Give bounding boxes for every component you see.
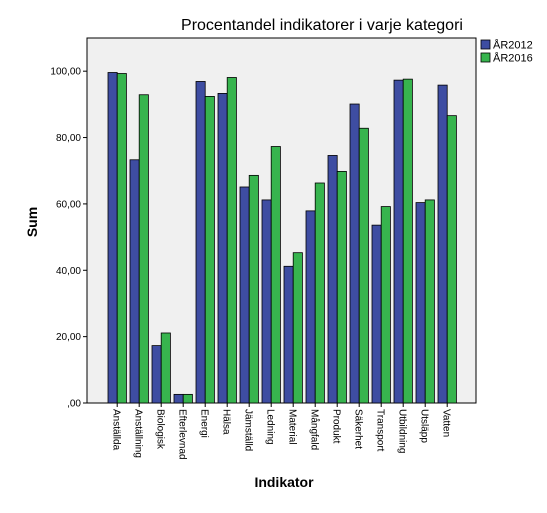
bar-ar2016	[270, 146, 281, 404]
bar-ar2016	[116, 73, 127, 404]
x-axis-title: Indikator	[254, 474, 314, 490]
y-tick-label: 40,00	[56, 266, 81, 277]
x-tick-label: Vatten	[441, 409, 452, 437]
bar-ar2012	[107, 72, 118, 404]
bar-ar2016	[314, 182, 325, 404]
bar-ar2012	[173, 393, 184, 404]
x-tick-label: Utbildning	[397, 409, 408, 453]
x-tick-label: Biologisk	[155, 409, 166, 450]
x-tick-label: Energi	[199, 409, 210, 438]
bar-ar2016	[204, 96, 215, 404]
bar-ar2012	[437, 84, 448, 404]
bar-ar2016	[182, 393, 193, 404]
y-axis: ,00 20,00 40,00 60,00 80,00 100,00	[50, 67, 87, 410]
x-tick-label: Material	[287, 409, 298, 445]
bar-ar2016	[336, 170, 347, 404]
y-tick-label: ,00	[67, 399, 81, 410]
x-tick-label: Anställda	[111, 409, 122, 451]
x-tick-label: Jämställd	[243, 409, 254, 451]
legend-swatch	[480, 39, 491, 50]
bar-ar2016	[424, 199, 435, 404]
bar-ar2016	[380, 206, 391, 404]
chart-title: Procentandel indikatorer i varje kategor…	[181, 17, 463, 34]
bar-ar2012	[151, 345, 162, 404]
bar-ar2016	[358, 127, 369, 404]
bar-ar2012	[349, 103, 360, 404]
x-tick-label: Mångfald	[309, 409, 321, 450]
x-tick-label: Hälsa	[221, 409, 232, 435]
bar-ar2016	[292, 252, 303, 404]
x-tick-label: Anställning	[133, 409, 144, 458]
y-tick-label: 80,00	[56, 133, 81, 144]
bar-ar2012	[371, 224, 382, 404]
legend-label: ÅR2012	[493, 39, 533, 52]
bar-ar2016	[138, 94, 149, 404]
x-tick-label: Ledning	[265, 409, 276, 445]
bar-ar2012	[261, 199, 272, 404]
bar-ar2012	[305, 210, 316, 404]
x-tick-label: Säkerhet	[353, 409, 364, 449]
bar-ar2012	[283, 265, 294, 404]
legend-swatch	[480, 52, 491, 63]
bar-ar2016	[226, 77, 237, 404]
bar-ar2016	[446, 115, 457, 404]
y-axis-title: Sum	[24, 207, 40, 237]
bar-ar2016	[160, 332, 171, 404]
y-tick-label: 20,00	[56, 332, 81, 343]
x-tick-label: Transport	[375, 409, 386, 452]
bar-ar2012	[195, 81, 206, 404]
bars	[107, 72, 457, 404]
bar-ar2012	[239, 186, 250, 404]
x-tick-label: Produkt	[331, 409, 342, 444]
y-tick-label: 100,00	[50, 67, 81, 78]
bar-ar2012	[129, 159, 140, 404]
bar-ar2016	[248, 174, 259, 404]
x-tick-label: Efterlevnad	[177, 409, 188, 460]
x-tick-label: Utsläpp	[419, 409, 430, 443]
bar-ar2012	[327, 155, 338, 404]
bar-ar2012	[415, 202, 426, 404]
x-axis: Anställda Anställning Biologisk Efterlevnad…	[111, 403, 452, 460]
y-tick-label: 60,00	[56, 199, 81, 210]
legend-label: ÅR2016	[493, 52, 533, 65]
bar-ar2016	[402, 78, 413, 404]
bar-ar2012	[217, 93, 228, 404]
bar-ar2012	[393, 79, 404, 404]
